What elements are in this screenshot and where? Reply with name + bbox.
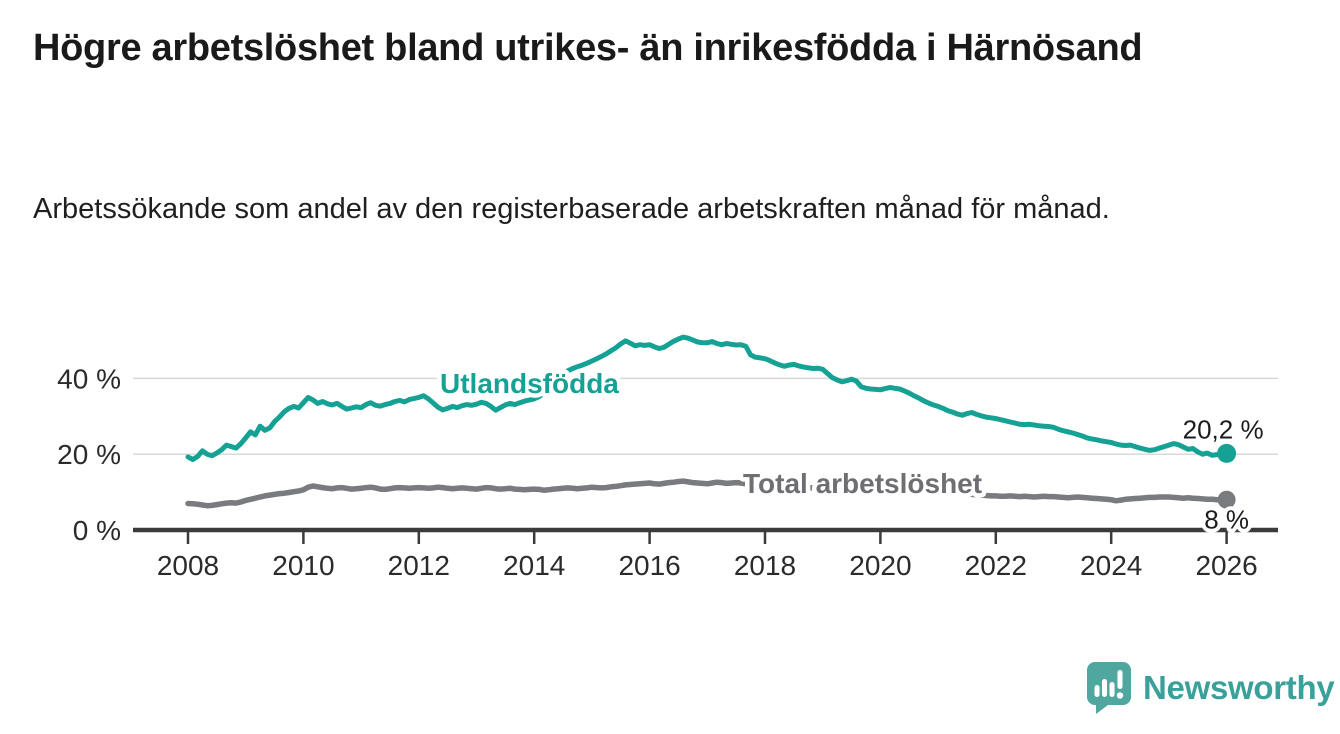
series-lines xyxy=(185,334,1230,509)
newsworthy-wordmark: Newsworthy xyxy=(1143,669,1335,706)
total-arbetsloshet-end-dot xyxy=(1217,490,1236,509)
x-tick-label: 2016 xyxy=(618,550,680,581)
bar-medium xyxy=(1109,682,1115,697)
y-tick-label: 0 % xyxy=(73,515,121,546)
x-tick-label: 2020 xyxy=(849,550,911,581)
newsworthy-logo: Newsworthy xyxy=(1086,661,1335,715)
x-tick-label: 2014 xyxy=(503,550,565,581)
x-tick-label: 2018 xyxy=(734,550,796,581)
utlandsfodda-end-dot xyxy=(1217,443,1237,463)
utlandsfodda-line xyxy=(185,334,1230,462)
page-title: Högre arbetslöshet bland utrikes- än inr… xyxy=(33,27,1143,69)
speech-bubble-shape xyxy=(1087,662,1131,714)
x-axis-labels: 2008 2010 2012 2014 2016 2018 2020 2022 2024 2026 xyxy=(157,550,1258,581)
x-tick-label: 2026 xyxy=(1195,550,1257,581)
x-tick-label: 2008 xyxy=(157,550,219,581)
total-arbetsloshet-end-value: 8 % xyxy=(1204,505,1249,535)
exclamation-bar xyxy=(1117,670,1123,689)
x-tick-label: 2010 xyxy=(272,550,334,581)
x-tick-label: 2012 xyxy=(388,550,450,581)
bar-small xyxy=(1094,685,1100,697)
x-tick-label: 2024 xyxy=(1080,550,1142,581)
total-arbetsloshet-series-label: Total arbetslöshet xyxy=(743,468,982,499)
exclamation-dot xyxy=(1116,692,1124,699)
gridlines xyxy=(133,377,1278,455)
utlandsfodda-series-label: Utlandsfödda xyxy=(440,368,619,399)
y-axis-labels: 0 % 20 % 40 % xyxy=(57,363,121,546)
bar-tall xyxy=(1102,679,1107,697)
chart-subtitle: Arbetssökande som andel av den registerb… xyxy=(33,193,1110,225)
utlandsfodda-end-value: 20,2 % xyxy=(1183,414,1264,444)
total-arbetsloshet-line xyxy=(185,478,1230,509)
y-tick-label: 20 % xyxy=(57,439,121,470)
newsworthy-bubble-icon xyxy=(1087,662,1131,714)
x-axis-ticks xyxy=(186,530,1228,544)
y-tick-label: 40 % xyxy=(57,363,121,394)
x-tick-label: 2022 xyxy=(965,550,1027,581)
